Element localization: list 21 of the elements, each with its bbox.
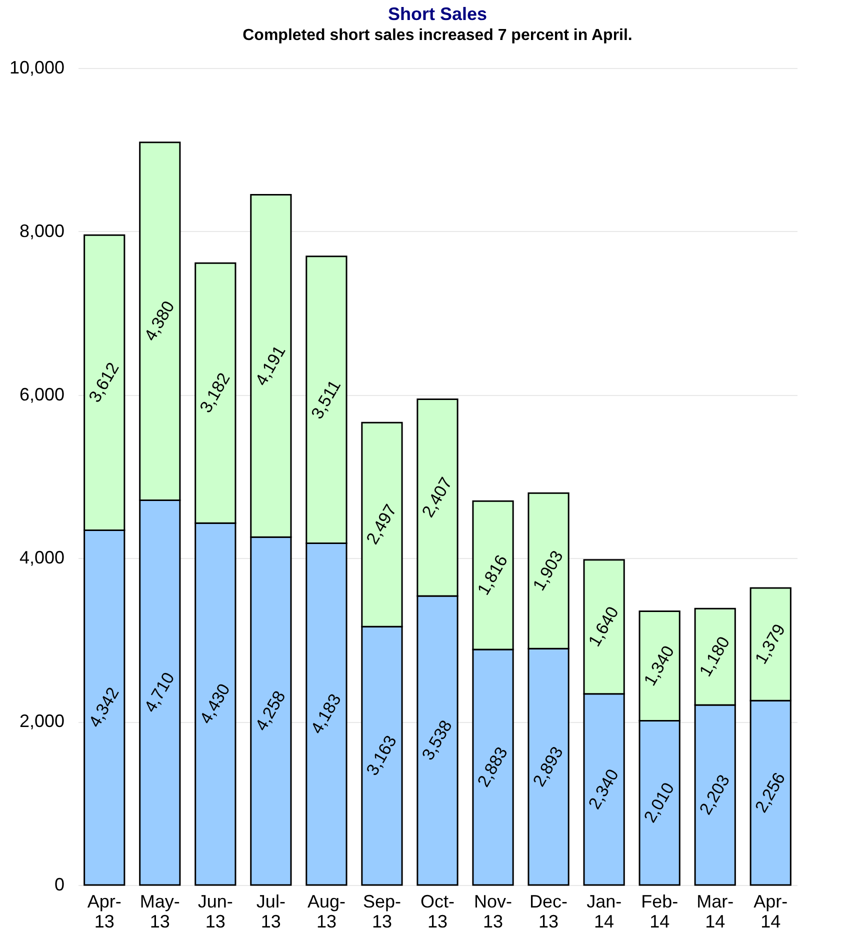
y-tick-label: 0	[54, 874, 64, 894]
chart-title: Short Sales	[388, 4, 488, 24]
x-tick-label: Aug-13	[307, 892, 346, 932]
x-tick-label: Jan-14	[586, 892, 622, 932]
x-tick-label: Jun-13	[198, 892, 233, 932]
y-tick-label: 10,000	[9, 58, 64, 78]
x-tick-label: Apr-13	[87, 892, 122, 932]
x-tick-label: Feb-14	[641, 892, 678, 932]
y-tick-label: 2,000	[19, 711, 64, 732]
x-tick-label: Nov-13	[474, 892, 512, 932]
x-tick-label: Apr-14	[754, 892, 788, 932]
chart-subtitle: Completed short sales increased 7 percent in April.	[242, 27, 632, 44]
x-tick-label: May-13	[140, 892, 180, 932]
x-tick-label: Sep-13	[362, 892, 401, 932]
x-tick-label: Dec-13	[530, 892, 568, 932]
y-tick-label: 6,000	[19, 384, 64, 404]
x-tick-label: Jul-13	[256, 892, 286, 932]
y-tick-label: 4,000	[19, 548, 64, 568]
x-tick-label: Oct-13	[420, 892, 454, 932]
x-tick-label: Mar-14	[696, 892, 734, 932]
y-tick-label: 8,000	[19, 220, 64, 241]
